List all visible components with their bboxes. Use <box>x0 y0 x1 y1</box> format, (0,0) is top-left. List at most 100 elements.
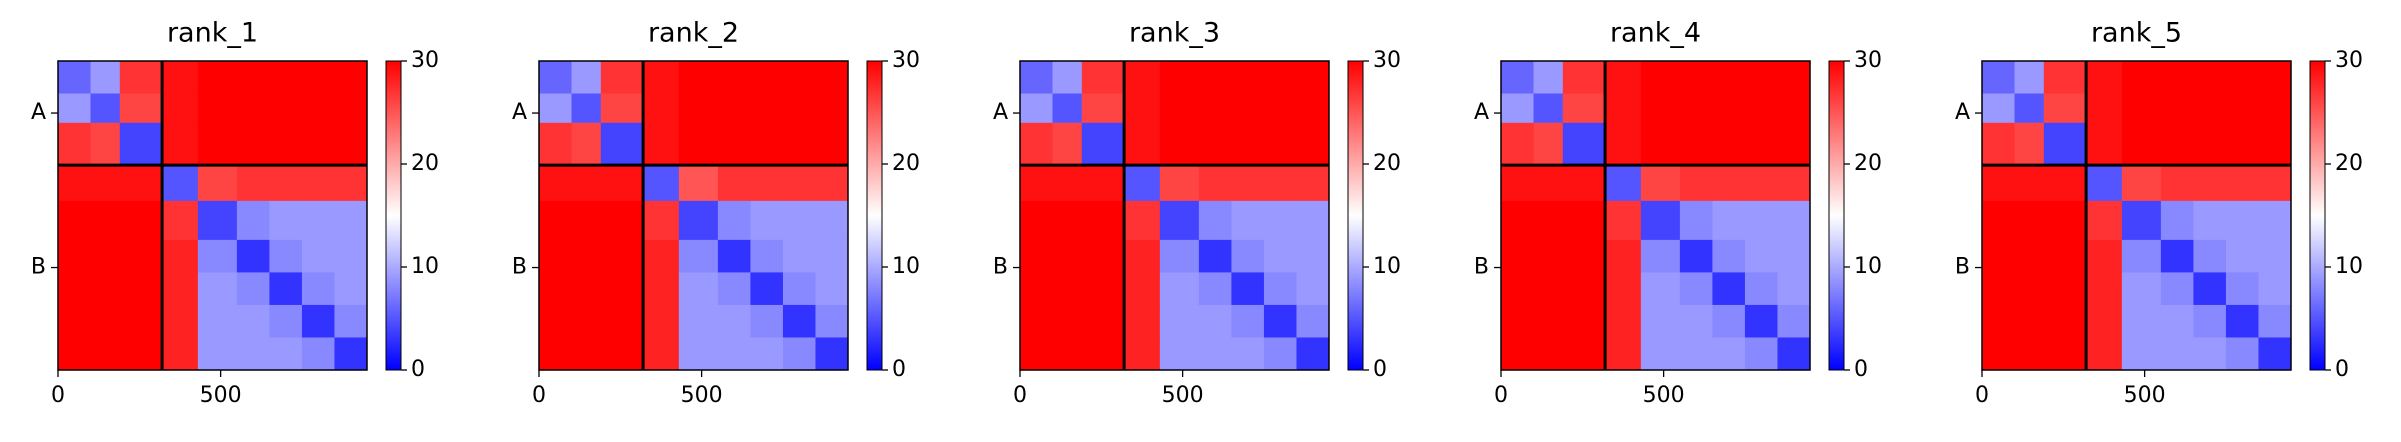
heat-cell <box>1533 304 1564 338</box>
heat-cell <box>600 61 644 95</box>
heat-cell <box>1533 239 1564 273</box>
heat-cell <box>1982 122 2016 166</box>
heat-cell <box>643 239 680 273</box>
heat-cell <box>301 239 335 273</box>
y-tick-label: B <box>1474 255 1489 280</box>
heat-cell <box>1081 122 1125 166</box>
heat-cell <box>2043 122 2087 166</box>
heat-cell <box>1605 304 1642 338</box>
heat-cell <box>58 93 92 124</box>
heat-cell <box>2014 93 2045 124</box>
y-tick-label: B <box>1955 255 1970 280</box>
heat-cell <box>2258 61 2292 95</box>
colorbar-tick-label: 0 <box>1854 357 1868 382</box>
heat-cell <box>1198 93 1232 124</box>
heat-cell <box>197 239 238 273</box>
heat-cell <box>334 200 368 241</box>
heat-cell <box>58 165 92 202</box>
colorbar <box>1828 60 1845 371</box>
heat-cell <box>643 272 680 306</box>
heat-cell <box>162 93 199 124</box>
heat-cell <box>1198 61 1232 95</box>
heat-cell <box>334 61 368 95</box>
heat-cell <box>2225 122 2259 166</box>
heat-cell <box>2043 337 2087 371</box>
heat-cell <box>600 239 644 273</box>
heat-cell <box>1744 304 1778 338</box>
heat-cell <box>2160 239 2194 273</box>
heat-cell <box>1124 304 1161 338</box>
heat-cell <box>2086 122 2123 166</box>
heat-cell <box>643 165 680 202</box>
heat-cell <box>678 272 719 306</box>
heat-cell <box>2014 200 2045 241</box>
heat-cell <box>301 61 335 95</box>
heat-cell <box>571 239 602 273</box>
heat-cell <box>1231 165 1265 202</box>
heat-cell <box>1020 200 1054 241</box>
heat-cell <box>1982 337 2016 371</box>
heat-cell <box>1020 272 1054 306</box>
heat-cell <box>2193 337 2227 371</box>
heat-cell <box>600 304 644 338</box>
heat-cell <box>269 61 303 95</box>
heat-cell <box>197 165 238 202</box>
heat-cell <box>2014 337 2045 371</box>
heat-cell <box>643 304 680 338</box>
heat-cell <box>2043 239 2087 273</box>
heat-cell <box>1533 200 1564 241</box>
heat-cell <box>1640 272 1681 306</box>
heat-cell <box>1533 337 1564 371</box>
heat-cell <box>197 93 238 124</box>
heat-cell <box>1081 337 1125 371</box>
heat-cell <box>1712 122 1746 166</box>
heat-cell <box>197 61 238 95</box>
heat-cell <box>571 272 602 306</box>
heat-cell <box>90 200 121 241</box>
heat-cell <box>2086 304 2123 338</box>
heat-cell <box>1777 304 1811 338</box>
heat-cell <box>1712 200 1746 241</box>
heat-cell <box>1231 272 1265 306</box>
heat-cell <box>1081 93 1125 124</box>
heat-cell <box>1231 239 1265 273</box>
heat-cell <box>1605 200 1642 241</box>
heat-cell <box>1562 122 1606 166</box>
heat-cell <box>539 337 573 371</box>
heat-cell <box>2160 61 2194 95</box>
heat-cell <box>1777 337 1811 371</box>
heat-cell <box>1052 61 1083 95</box>
heat-cell <box>815 304 849 338</box>
heat-cell <box>1679 304 1713 338</box>
heat-cell <box>269 239 303 273</box>
heat-cell <box>750 304 784 338</box>
plot-frame <box>57 60 368 371</box>
heat-cell <box>815 61 849 95</box>
heat-cell <box>1562 239 1606 273</box>
heat-cell <box>571 93 602 124</box>
heat-cell <box>815 239 849 273</box>
heat-cell <box>236 272 270 306</box>
heat-cell <box>2225 337 2259 371</box>
heat-cell <box>334 93 368 124</box>
heat-cell <box>1712 272 1746 306</box>
heat-cell <box>717 165 751 202</box>
heat-cell <box>782 200 816 241</box>
heat-cell <box>269 200 303 241</box>
heat-cell <box>678 337 719 371</box>
heat-cell <box>2225 93 2259 124</box>
heat-cell <box>236 122 270 166</box>
colorbar-tick-label: 10 <box>411 254 439 279</box>
heat-cell <box>2121 122 2162 166</box>
colorbar <box>2309 60 2326 371</box>
heat-cell <box>301 304 335 338</box>
heat-cell <box>301 272 335 306</box>
heat-cell <box>2258 239 2292 273</box>
heat-cell <box>236 200 270 241</box>
heat-cell <box>1679 337 1713 371</box>
heat-cell <box>678 93 719 124</box>
heat-cell <box>197 337 238 371</box>
colorbar-tick-label: 30 <box>1854 48 1882 73</box>
heat-cell <box>1777 122 1811 166</box>
